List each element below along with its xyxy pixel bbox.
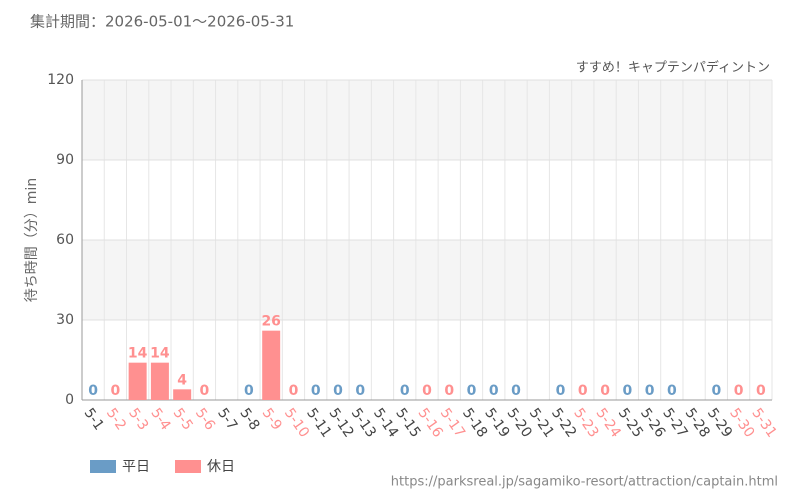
- value-label: 0: [734, 383, 744, 399]
- bar: [262, 330, 281, 400]
- value-label: 0: [400, 383, 410, 399]
- bar: [150, 362, 169, 400]
- value-label: 0: [311, 383, 321, 399]
- value-label: 0: [622, 383, 632, 399]
- bar: [173, 389, 192, 400]
- grid-band: [82, 240, 772, 320]
- value-label: 0: [556, 383, 566, 399]
- value-label: 0: [444, 383, 454, 399]
- period: 集計期間：2026-05-01～2026-05-31: [30, 13, 294, 31]
- bar: [128, 362, 147, 400]
- chart-title: すすめ！キャプテンパディントン: [576, 60, 770, 76]
- value-label: 0: [489, 383, 499, 399]
- y-tick-label: 120: [47, 72, 74, 88]
- value-label: 14: [128, 346, 148, 362]
- value-label: 0: [511, 383, 521, 399]
- source-url: https://parksreal.jp/sagamiko-resort/att…: [391, 475, 778, 490]
- y-tick-label: 0: [65, 392, 74, 408]
- legend-swatch: [175, 460, 201, 473]
- value-label: 0: [600, 383, 610, 399]
- value-label: 0: [667, 383, 677, 399]
- value-label: 0: [467, 383, 477, 399]
- value-label: 0: [111, 383, 121, 399]
- value-label: 26: [261, 314, 280, 330]
- value-label: 14: [150, 346, 170, 362]
- value-label: 0: [422, 383, 432, 399]
- grid-band: [82, 80, 772, 160]
- value-label: 0: [756, 383, 766, 399]
- y-tick-label: 60: [56, 232, 74, 248]
- legend-label: 休日: [207, 459, 235, 475]
- value-label: 0: [88, 383, 98, 399]
- value-label: 0: [711, 383, 721, 399]
- value-label: 0: [355, 383, 365, 399]
- value-label: 4: [177, 372, 187, 388]
- legend-label: 平日: [122, 459, 150, 475]
- y-tick-label: 90: [56, 152, 74, 168]
- y-tick-label: 30: [56, 312, 74, 328]
- y-axis-title: 待ち時間（分）min: [24, 178, 40, 302]
- value-label: 0: [645, 383, 655, 399]
- value-label: 0: [289, 383, 299, 399]
- value-label: 0: [200, 383, 210, 399]
- legend-swatch: [90, 460, 116, 473]
- value-label: 0: [244, 383, 254, 399]
- value-label: 0: [333, 383, 343, 399]
- value-label: 0: [578, 383, 588, 399]
